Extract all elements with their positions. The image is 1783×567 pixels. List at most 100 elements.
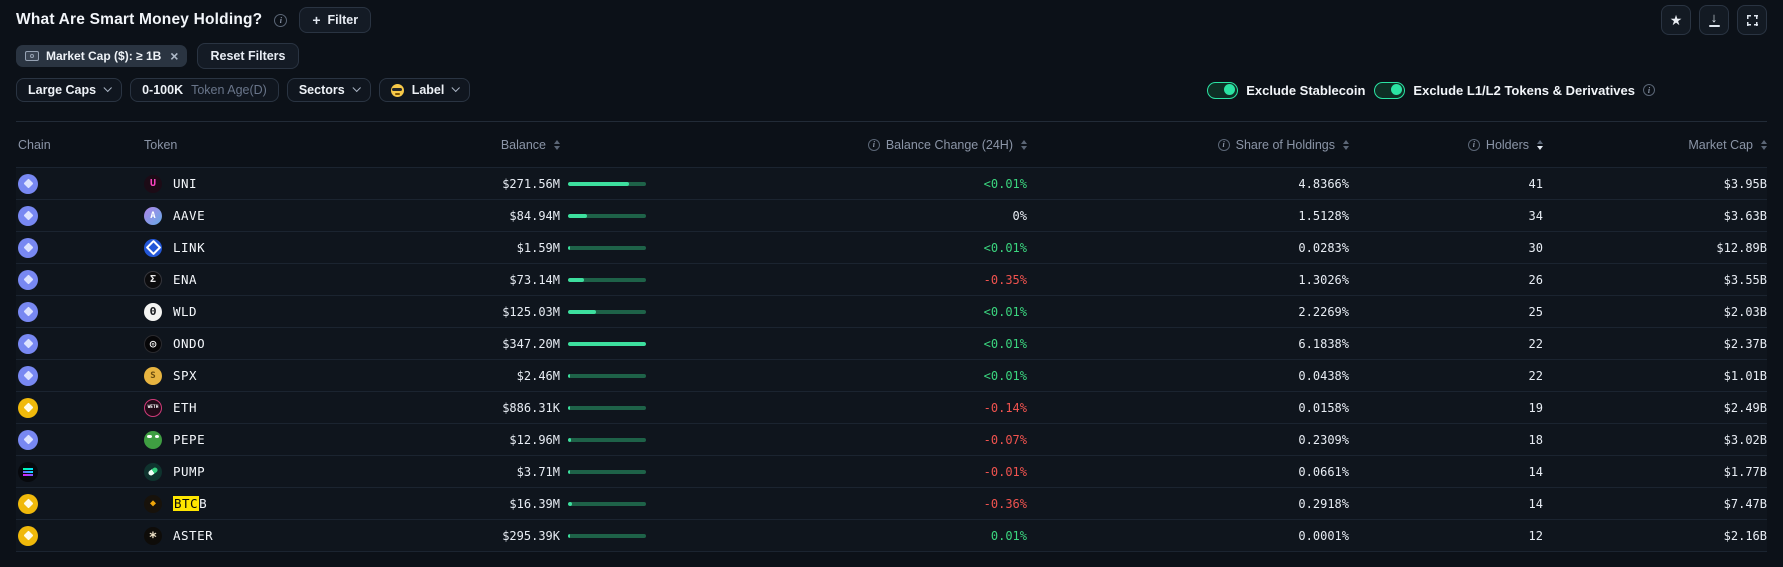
- token-symbol[interactable]: ASTER: [173, 528, 214, 543]
- cell-balance: $886.31K: [502, 400, 560, 415]
- cell-balance-change-24h: <0.01%: [983, 176, 1027, 191]
- chevron-down-icon: [352, 83, 361, 93]
- cell-chain: [16, 173, 130, 194]
- sort-arrows-icon[interactable]: [554, 139, 560, 150]
- info-icon[interactable]: i: [1467, 138, 1480, 151]
- column-label: Share of Holdings: [1235, 137, 1335, 152]
- spx-token-icon: S: [144, 366, 162, 385]
- table-row[interactable]: ◎ ONDO $347.20M <0.01% 6.1838% 22 $2.37B: [16, 327, 1767, 359]
- balance-bar: [560, 501, 656, 506]
- exclude-stablecoin-label: Exclude Stablecoin: [1246, 82, 1366, 98]
- download-icon: ↓: [1708, 11, 1720, 27]
- column-header-balance[interactable]: Balance: [430, 138, 560, 152]
- reset-filters-button[interactable]: Reset Filters: [197, 43, 299, 69]
- dropdown-label[interactable]: Label: [378, 78, 471, 102]
- remove-filter-icon[interactable]: ×: [170, 48, 179, 64]
- holdings-table: Chain Token Balance i Balance Change (24H) i S…: [16, 121, 1767, 552]
- info-icon[interactable]: i: [1217, 138, 1230, 151]
- column-label: Balance Change (24H): [885, 137, 1013, 152]
- cell-market-cap: $12.89B: [1716, 240, 1767, 255]
- dropdown-market-cap-size[interactable]: Large Caps: [16, 78, 123, 102]
- token-symbol[interactable]: LINK: [173, 240, 206, 255]
- exclude-stablecoin-toggle[interactable]: [1207, 81, 1239, 99]
- table-row[interactable]: S SPX $2.46M <0.01% 0.0438% 22 $1.01B: [16, 359, 1767, 391]
- cell-balance-change-24h: -0.01%: [983, 464, 1027, 479]
- cell-balance-change-24h: -0.14%: [983, 400, 1027, 415]
- token-symbol[interactable]: PUMP: [173, 464, 206, 479]
- top-bar: What Are Smart Money Holding? i + Filter…: [16, 0, 1767, 35]
- sort-arrows-icon[interactable]: [1021, 139, 1027, 150]
- cell-holders: 41: [1528, 176, 1543, 191]
- table-row[interactable]: Σ ENA $73.14M -0.35% 1.3026% 26 $3.55B: [16, 263, 1767, 295]
- token-symbol[interactable]: PEPE: [173, 432, 206, 447]
- info-icon[interactable]: i: [1643, 84, 1655, 96]
- star-icon: ★: [1669, 12, 1683, 28]
- token-symbol[interactable]: SPX: [173, 368, 198, 383]
- cell-chain: [16, 461, 130, 482]
- table-row[interactable]: Θ WLD $125.03M <0.01% 2.2269% 25 $2.03B: [16, 295, 1767, 327]
- column-label: Balance: [500, 137, 546, 152]
- token-symbol[interactable]: AAVE: [173, 208, 206, 223]
- table-row[interactable]: * ASTER $295.39K 0.01% 0.0001% 12 $2.16B: [16, 519, 1767, 551]
- balance-bar: [560, 437, 656, 442]
- column-header-change[interactable]: i Balance Change (24H): [656, 138, 1027, 152]
- uni-token-icon: U: [144, 174, 162, 193]
- cell-balance-change-24h: -0.36%: [983, 496, 1027, 511]
- column-header-mcap[interactable]: Market Cap: [1543, 138, 1767, 152]
- cell-token: ◎ ONDO: [130, 334, 430, 353]
- table-row[interactable]: PEPE $12.96M -0.07% 0.2309% 18 $3.02B: [16, 423, 1767, 455]
- cell-balance-change-24h: -0.07%: [983, 432, 1027, 447]
- token-symbol[interactable]: ETH: [173, 400, 198, 415]
- banknote-icon: [25, 51, 39, 61]
- cell-balance: $1.59M: [516, 240, 560, 255]
- cell-chain: [16, 397, 130, 418]
- column-header-share[interactable]: i Share of Holdings: [1027, 138, 1349, 152]
- token-symbol[interactable]: UNI: [173, 176, 198, 191]
- sort-arrows-icon[interactable]: [1537, 139, 1543, 150]
- table-row[interactable]: ◆ BTCB $16.39M -0.36% 0.2918% 14 $7.47B: [16, 487, 1767, 519]
- cell-token: Σ ENA: [130, 270, 430, 289]
- ena-token-icon: Σ: [144, 270, 162, 289]
- download-button[interactable]: ↓: [1699, 5, 1729, 35]
- table-row[interactable]: PUMP $3.71M -0.01% 0.0661% 14 $1.77B: [16, 455, 1767, 487]
- table-row[interactable]: WETH ETH $886.31K -0.14% 0.0158% 19 $2.49B: [16, 391, 1767, 423]
- page-title: What Are Smart Money Holding?: [16, 11, 263, 28]
- filter-button[interactable]: + Filter: [299, 7, 372, 33]
- token-symbol[interactable]: ENA: [173, 272, 198, 287]
- fullscreen-button[interactable]: [1737, 5, 1767, 35]
- title-info-icon[interactable]: i: [274, 13, 288, 27]
- token-symbol[interactable]: BTCB: [173, 496, 208, 511]
- aster-token-icon: *: [144, 526, 162, 545]
- link-token-icon: [144, 238, 162, 257]
- cell-balance-change-24h: <0.01%: [983, 304, 1027, 319]
- chevron-down-icon: [451, 83, 461, 93]
- table-row[interactable]: LINK $1.59M <0.01% 0.0283% 30 $12.89B: [16, 231, 1767, 263]
- cell-share-of-holdings: 0.2918%: [1298, 496, 1349, 511]
- token-age-filter[interactable]: 0-100K Token Age(D): [130, 78, 279, 102]
- bnb-chain-icon: [18, 397, 38, 418]
- balance-bar: [560, 405, 656, 410]
- dropdown-sectors[interactable]: Sectors: [286, 78, 371, 102]
- cell-chain: [16, 365, 130, 386]
- token-symbol[interactable]: WLD: [173, 304, 198, 319]
- filter-chip-market-cap[interactable]: Market Cap ($): ≥ 1B ×: [16, 45, 188, 67]
- table-row[interactable]: A AAVE $84.94M 0% 1.5128% 34 $3.63B: [16, 199, 1767, 231]
- wld-token-icon: Θ: [144, 302, 162, 321]
- sort-arrows-icon[interactable]: [1343, 139, 1349, 150]
- cell-balance: $73.14M: [509, 272, 560, 287]
- filter-button-label: Filter: [327, 13, 359, 27]
- column-header-holders[interactable]: i Holders: [1349, 138, 1543, 152]
- cell-share-of-holdings: 0.0438%: [1298, 368, 1349, 383]
- sunglasses-emoji-icon: [390, 83, 404, 97]
- token-symbol[interactable]: ONDO: [173, 336, 206, 351]
- favorite-button[interactable]: ★: [1661, 5, 1691, 35]
- table-row[interactable]: U UNI $271.56M <0.01% 4.8366% 41 $3.95B: [16, 167, 1767, 199]
- exclude-l1l2-toggle[interactable]: [1374, 81, 1406, 99]
- cell-market-cap: $3.02B: [1723, 432, 1767, 447]
- cell-market-cap: $1.77B: [1723, 464, 1767, 479]
- aave-token-icon: A: [144, 206, 162, 225]
- info-icon[interactable]: i: [867, 138, 880, 151]
- cell-token: PUMP: [130, 462, 430, 481]
- sort-arrows-icon[interactable]: [1761, 139, 1767, 150]
